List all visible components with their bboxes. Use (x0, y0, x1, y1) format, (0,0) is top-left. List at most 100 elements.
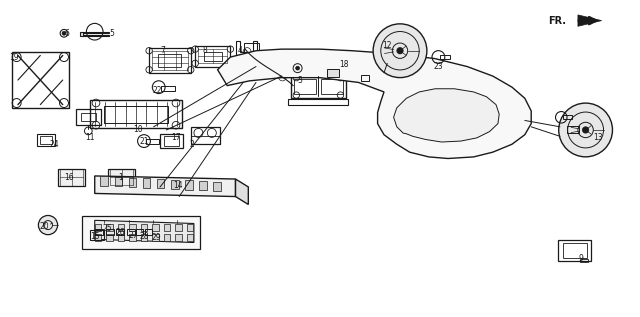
Text: 17: 17 (171, 133, 181, 142)
Bar (213, 182, 221, 191)
Text: 16: 16 (64, 173, 74, 182)
Polygon shape (80, 32, 109, 36)
Bar (116, 229, 124, 235)
Bar (175, 224, 182, 231)
Bar (141, 224, 147, 231)
Bar (159, 54, 181, 67)
Circle shape (296, 66, 300, 70)
Bar (175, 234, 182, 241)
Bar (100, 177, 108, 186)
Text: 1: 1 (118, 173, 123, 182)
Bar (195, 46, 230, 67)
Bar (115, 177, 122, 186)
Bar (118, 224, 124, 231)
Text: 28: 28 (140, 232, 148, 241)
Bar (106, 229, 114, 235)
Bar (185, 180, 193, 190)
Text: 3: 3 (297, 76, 302, 85)
Text: 26: 26 (115, 229, 125, 237)
Text: 29: 29 (152, 233, 162, 242)
Bar (141, 234, 147, 241)
Bar (146, 139, 159, 144)
Bar (58, 169, 85, 186)
Circle shape (559, 103, 612, 157)
Bar (440, 55, 450, 59)
Bar (187, 234, 193, 241)
Bar (171, 180, 179, 189)
Bar (136, 229, 143, 235)
Text: 2: 2 (189, 140, 195, 149)
Bar (187, 224, 193, 231)
Bar (40, 136, 52, 144)
Bar (129, 224, 136, 231)
Text: 21: 21 (140, 137, 148, 146)
Bar (191, 136, 220, 144)
Bar (558, 240, 591, 261)
Bar (199, 181, 207, 190)
Bar (152, 224, 159, 231)
Circle shape (38, 216, 58, 235)
Bar (327, 69, 339, 77)
Bar (164, 136, 179, 146)
Bar (161, 86, 175, 91)
Text: 24: 24 (49, 140, 60, 149)
Polygon shape (394, 89, 499, 142)
Polygon shape (95, 220, 194, 243)
Bar (37, 134, 55, 146)
Bar (127, 229, 135, 235)
Bar (81, 113, 96, 121)
Bar (76, 109, 101, 125)
Bar (82, 216, 200, 249)
Text: 5: 5 (109, 29, 115, 38)
Bar (563, 243, 587, 258)
Bar (95, 229, 103, 235)
Text: 8: 8 (202, 46, 207, 55)
Bar (580, 259, 588, 262)
Text: 27: 27 (128, 231, 138, 240)
Bar (95, 234, 101, 241)
Circle shape (373, 24, 427, 78)
Bar (244, 43, 259, 55)
Circle shape (327, 67, 339, 79)
Bar (294, 79, 316, 94)
Text: 10: 10 (132, 126, 143, 134)
Polygon shape (236, 179, 248, 204)
Text: 19: 19 (9, 53, 19, 61)
Text: 15: 15 (90, 232, 100, 241)
Bar (160, 134, 183, 148)
Bar (567, 126, 579, 133)
Text: 9: 9 (579, 254, 584, 263)
Text: 25: 25 (102, 224, 112, 233)
Text: 6: 6 (65, 29, 70, 38)
Bar (149, 48, 191, 73)
Bar (164, 234, 170, 241)
Bar (90, 100, 182, 128)
Text: FR.: FR. (548, 16, 566, 26)
Text: 7: 7 (161, 46, 166, 55)
Circle shape (62, 31, 66, 35)
Bar (104, 106, 168, 123)
Text: 22: 22 (152, 86, 161, 95)
Bar (191, 127, 220, 144)
Bar (563, 115, 572, 119)
Text: 11: 11 (85, 133, 94, 142)
Text: 13: 13 (593, 133, 604, 142)
Text: 20: 20 (40, 222, 50, 231)
Bar (291, 74, 346, 98)
Bar (204, 52, 221, 61)
Bar (108, 169, 135, 186)
Text: 14: 14 (173, 181, 183, 190)
Bar (90, 230, 104, 240)
Bar (129, 178, 136, 187)
Bar (145, 229, 152, 235)
Polygon shape (578, 15, 602, 26)
Bar (333, 71, 343, 75)
Bar (321, 79, 343, 94)
Bar (164, 224, 170, 231)
Bar (157, 179, 164, 188)
Text: 18: 18 (340, 61, 349, 69)
Bar (106, 234, 113, 241)
Text: 12: 12 (383, 42, 392, 50)
Bar (361, 75, 369, 81)
Polygon shape (218, 49, 531, 158)
